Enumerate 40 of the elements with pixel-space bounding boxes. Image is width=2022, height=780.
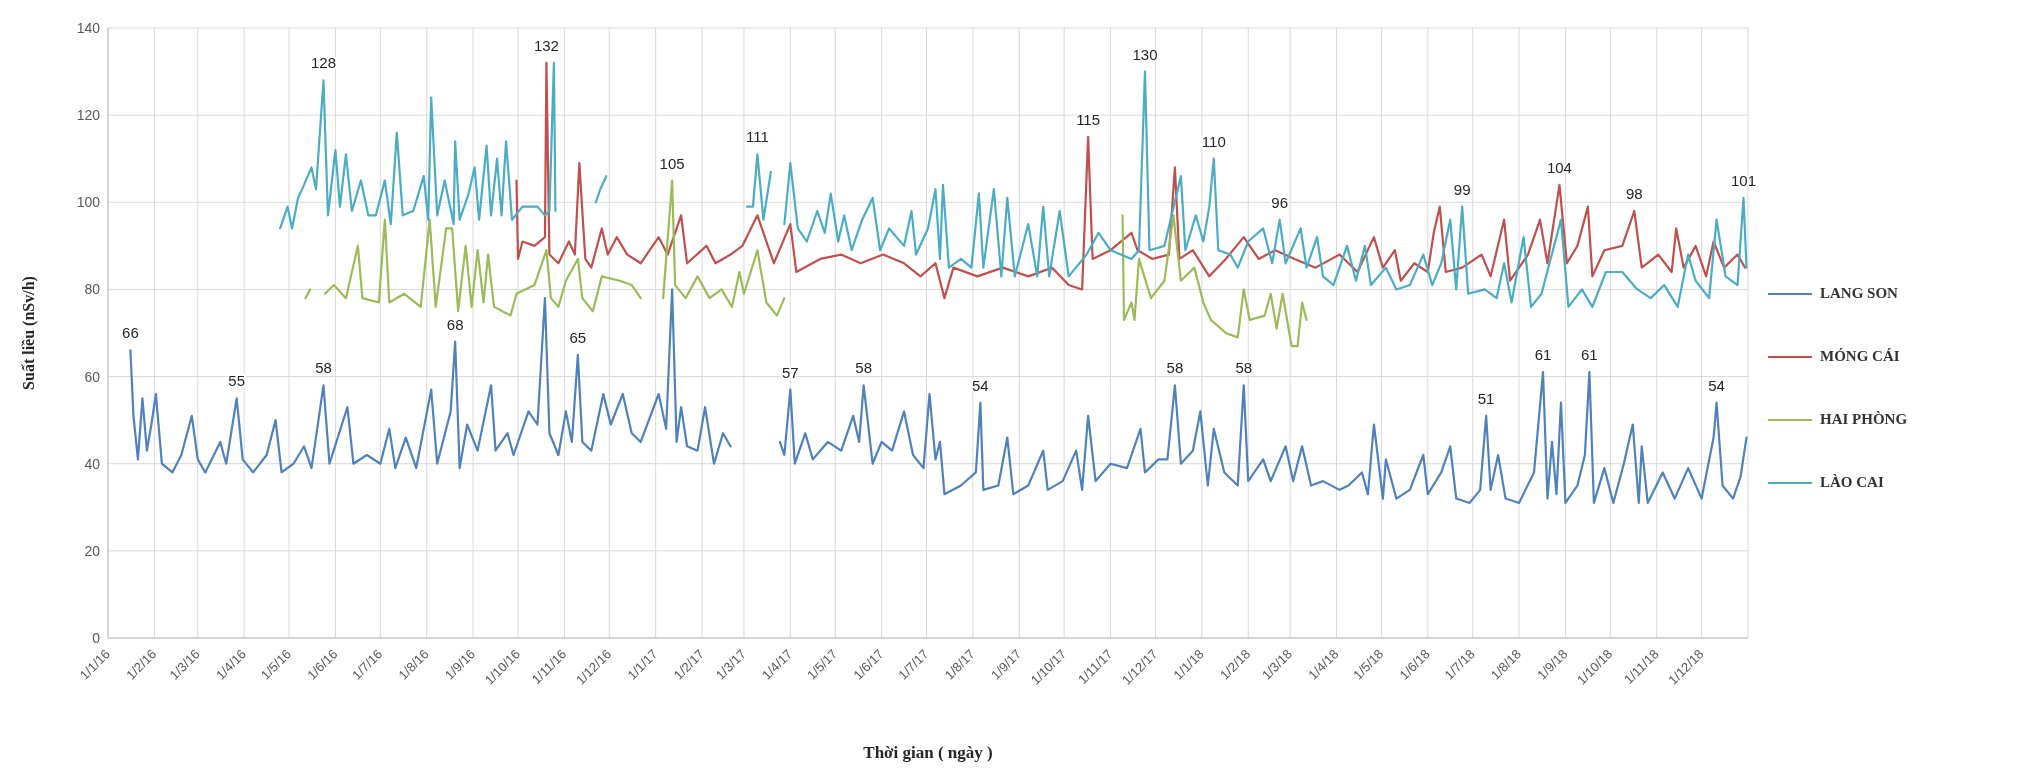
- data-label: 58: [855, 359, 872, 377]
- legend-label: LÀO CAI: [1820, 474, 1884, 491]
- data-label: 58: [315, 359, 332, 377]
- y-tick-label: 120: [76, 107, 101, 124]
- data-label: 54: [972, 376, 989, 394]
- data-label: 65: [569, 328, 587, 346]
- legend-label: HAI PHÒNG: [1820, 411, 1908, 428]
- data-label: 132: [533, 36, 559, 54]
- data-label: 128: [310, 54, 336, 72]
- data-label: 51: [1477, 389, 1495, 407]
- data-label: 54: [1708, 376, 1725, 394]
- data-label: 66: [122, 324, 139, 342]
- y-tick-label: 40: [84, 455, 101, 472]
- data-label: 96: [1271, 193, 1288, 211]
- data-label: 61: [1581, 346, 1598, 364]
- data-label: 68: [446, 315, 464, 333]
- y-tick-label: 20: [84, 542, 101, 559]
- data-label: 110: [1201, 132, 1226, 150]
- y-tick-label: 80: [84, 281, 101, 298]
- data-label: 58: [1235, 359, 1253, 377]
- y-axis-title: Suất liều (nSv/h): [19, 276, 38, 390]
- data-label: 130: [1132, 45, 1158, 63]
- y-tick-label: 100: [76, 194, 101, 211]
- data-label: 98: [1625, 185, 1643, 202]
- legend-label: MÓNG CÁI: [1820, 348, 1900, 365]
- data-label: 111: [746, 128, 769, 146]
- data-label: 105: [659, 154, 685, 172]
- legend-label: LANG SON: [1820, 285, 1898, 302]
- data-label: 58: [1166, 359, 1184, 377]
- data-label: 104: [1546, 158, 1572, 176]
- data-label: 57: [781, 363, 799, 381]
- data-label: 99: [1453, 180, 1471, 198]
- data-label: 61: [1534, 346, 1552, 364]
- y-tick-label: 0: [92, 629, 101, 646]
- data-label: 101: [1731, 171, 1757, 189]
- data-label: 55: [228, 372, 246, 390]
- x-axis-title: Thời gian ( ngày ): [863, 743, 993, 762]
- y-tick-label: 60: [84, 368, 101, 385]
- data-label: 115: [1076, 110, 1101, 128]
- y-tick-label: 140: [76, 19, 101, 36]
